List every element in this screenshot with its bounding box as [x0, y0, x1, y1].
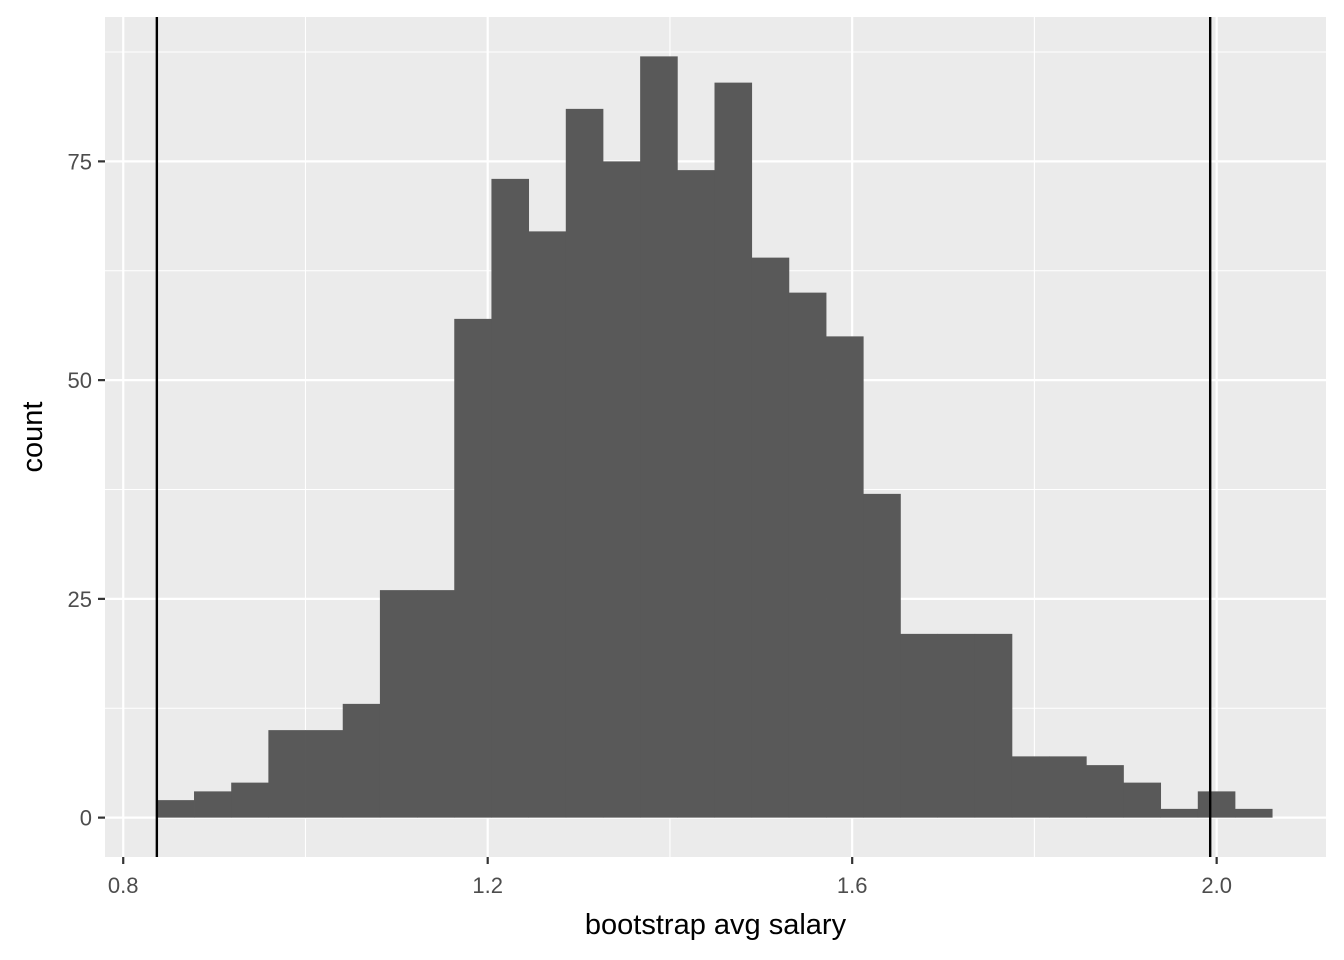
- histogram-bar: [863, 493, 901, 818]
- histogram-bar: [751, 257, 790, 818]
- histogram-bar: [156, 800, 195, 818]
- y-tick-label: 50: [68, 368, 92, 393]
- histogram-bar: [454, 318, 492, 818]
- histogram-bar: [1049, 756, 1087, 818]
- histogram-bar: [1160, 808, 1199, 818]
- histogram-bar: [640, 56, 678, 818]
- y-axis-title: count: [17, 402, 49, 473]
- histogram-bar: [1234, 808, 1273, 818]
- histogram-bar: [305, 730, 344, 818]
- x-tick-label: 0.8: [108, 873, 139, 898]
- y-tick-label: 25: [68, 587, 92, 612]
- x-tick-label: 1.6: [837, 873, 868, 898]
- histogram-bar: [937, 633, 976, 818]
- histogram-bar: [231, 782, 269, 818]
- histogram-bar: [565, 108, 604, 818]
- x-axis-title: bootstrap avg salary: [585, 909, 847, 941]
- histogram-bar: [714, 82, 753, 818]
- histogram-bar: [788, 292, 827, 818]
- y-tick-label: 0: [80, 806, 92, 831]
- y-tick-label: 75: [68, 149, 92, 174]
- histogram-bars: [156, 56, 1273, 818]
- histogram-bar: [677, 170, 715, 818]
- histogram-bar: [826, 336, 864, 818]
- x-axis: 0.8 1.2 1.6 2.0: [108, 857, 1232, 898]
- histogram-bar: [379, 590, 418, 818]
- histogram-bar: [1197, 791, 1236, 818]
- histogram-bar: [974, 633, 1013, 818]
- vertical-reference-lines: [155, 17, 1212, 857]
- y-axis: 0 25 50 75: [68, 149, 105, 831]
- histogram-bar: [342, 703, 381, 818]
- histogram-bar: [528, 231, 567, 818]
- x-tick-label: 1.2: [472, 873, 503, 898]
- histogram-bar: [268, 730, 306, 818]
- histogram-bar: [900, 633, 938, 818]
- histogram-bar: [491, 178, 530, 818]
- histogram-bar: [1011, 756, 1050, 818]
- histogram-bar: [194, 791, 232, 818]
- histogram-bar: [602, 161, 641, 818]
- histogram-bar: [1123, 782, 1162, 818]
- histogram-bar: [417, 590, 455, 818]
- histogram-bar: [1086, 765, 1124, 818]
- x-tick-label: 2.0: [1201, 873, 1232, 898]
